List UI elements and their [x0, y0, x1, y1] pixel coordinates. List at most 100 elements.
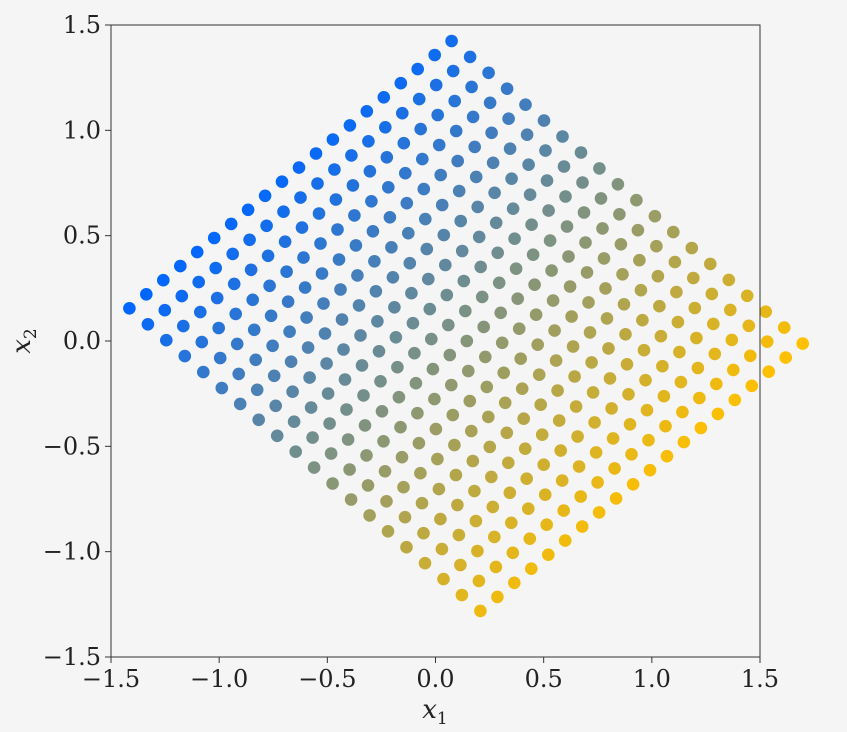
scatter-point-14-2	[415, 496, 429, 510]
scatter-point-1-15	[396, 106, 409, 120]
scatter-point-10-9	[460, 334, 474, 348]
scatter-point-0-1	[140, 288, 153, 301]
scatter-point-0-11	[309, 147, 323, 160]
scatter-point-10-0	[307, 461, 321, 474]
scatter-point-0-13	[343, 119, 357, 132]
scatter-point-18-8	[591, 476, 604, 489]
scatter-point-5-13	[435, 198, 449, 212]
scatter-point-1-2	[175, 289, 189, 303]
scatter-point-15-17	[688, 301, 702, 315]
scatter-point-11-18	[631, 223, 645, 237]
scatter-point-12-13	[565, 310, 578, 323]
scatter-point-12-8	[480, 380, 494, 394]
scatter-point-17-3	[488, 530, 501, 544]
scatter-point-3-2	[212, 321, 225, 335]
scatter-point-7-6	[354, 329, 367, 342]
scatter-point-10-18	[613, 208, 626, 221]
scatter-point-18-5	[540, 518, 553, 531]
scatter-point-9-6	[391, 360, 404, 374]
scatter-point-3-18	[483, 96, 497, 110]
scatter-point-19-5	[558, 534, 572, 547]
scatter-point-9-4	[357, 389, 370, 402]
scatter-point-18-3	[506, 546, 520, 560]
scatter-point-8-7	[389, 331, 403, 344]
scatter-point-0-9	[275, 175, 289, 188]
scatter-point-8-19	[593, 162, 606, 175]
scatter-point-4-13	[417, 182, 431, 196]
scatter-point-19-4	[542, 548, 555, 561]
scatter-point-15-5	[485, 470, 498, 484]
scatter-point-16-13	[639, 373, 652, 387]
scatter-point-13-2	[397, 480, 410, 494]
scatter-point-16-7	[537, 458, 550, 472]
scatter-point-19-12	[677, 435, 691, 449]
scatter-point-2-18	[465, 80, 478, 94]
scatter-point-12-17	[633, 253, 646, 267]
scatter-point-5-5	[300, 311, 313, 324]
y-tick-label: 1.0	[63, 116, 101, 144]
scatter-point-10-4	[375, 405, 389, 418]
scatter-point-19-11	[660, 449, 674, 463]
scatter-point-12-1	[361, 479, 375, 492]
scatter-point-15-15	[654, 329, 668, 343]
scatter-point-11-14	[563, 280, 577, 293]
scatter-point-13-7	[482, 410, 495, 424]
scatter-point-6-15	[488, 186, 501, 200]
scatter-point-14-8	[517, 412, 530, 426]
scatter-point-17-6	[538, 488, 552, 502]
scatter-point-16-14	[656, 359, 669, 373]
scatter-point-4-16	[468, 140, 482, 154]
scatter-point-5-17	[503, 142, 517, 155]
scatter-point-16-5	[503, 486, 517, 500]
scatter-point-11-6	[428, 392, 441, 406]
scatter-point-3-11	[365, 195, 378, 208]
scatter-point-7-11	[439, 258, 452, 272]
scatter-point-17-11	[623, 418, 637, 431]
scatter-point-14-9	[534, 398, 547, 412]
scatter-point-19-1	[491, 590, 504, 604]
scatter-point-5-18	[520, 128, 534, 141]
scatter-point-7-19	[574, 146, 588, 159]
scatter-point-8-17	[559, 190, 572, 203]
scatter-point-7-17	[540, 174, 554, 187]
scatter-point-18-4	[523, 532, 537, 545]
scatter-point-19-17	[762, 365, 775, 379]
scatter-point-16-4	[486, 500, 500, 514]
scatter-point-16-16	[690, 331, 703, 345]
scatter-point-18-11	[642, 433, 655, 447]
scatter-point-15-0	[400, 540, 413, 554]
scatter-point-13-10	[532, 368, 546, 382]
scatter-point-1-11	[328, 163, 341, 176]
scatter-point-11-5	[411, 406, 424, 420]
scatter-point-9-18	[594, 192, 608, 205]
scatter-points	[123, 34, 809, 618]
scatter-point-18-14	[693, 391, 706, 405]
scatter-point-15-11	[586, 386, 600, 399]
y-tick-label: 0.5	[63, 222, 101, 250]
scatter-point-2-17	[448, 94, 462, 108]
scatter-point-4-14	[434, 168, 448, 182]
scatter-point-11-16	[597, 252, 611, 265]
scatter-point-14-18	[687, 271, 700, 285]
scatter-point-2-8	[295, 221, 309, 234]
scatter-point-10-8	[443, 348, 457, 362]
scatter-point-2-0	[160, 333, 173, 347]
scatter-point-16-12	[622, 388, 635, 401]
scatter-point-7-14	[489, 216, 503, 230]
scatter-point-4-17	[485, 126, 498, 140]
scatter-point-18-15	[710, 377, 723, 391]
scatter-point-15-10	[569, 400, 583, 413]
scatter-point-2-1	[177, 319, 190, 333]
scatter-point-8-11	[457, 274, 471, 288]
scatter-point-5-4	[283, 325, 296, 339]
scatter-point-10-1	[324, 447, 338, 460]
scatter-point-14-4	[449, 468, 463, 482]
scatter-point-13-4	[431, 452, 444, 466]
scatter-point-14-3	[432, 482, 446, 496]
scatter-point-7-4	[320, 357, 333, 370]
scatter-point-17-1	[454, 558, 467, 572]
scatter-point-0-5	[207, 231, 221, 245]
scatter-point-1-17	[429, 78, 443, 92]
scatter-point-1-1	[158, 303, 172, 317]
scatter-point-9-12	[492, 276, 506, 290]
